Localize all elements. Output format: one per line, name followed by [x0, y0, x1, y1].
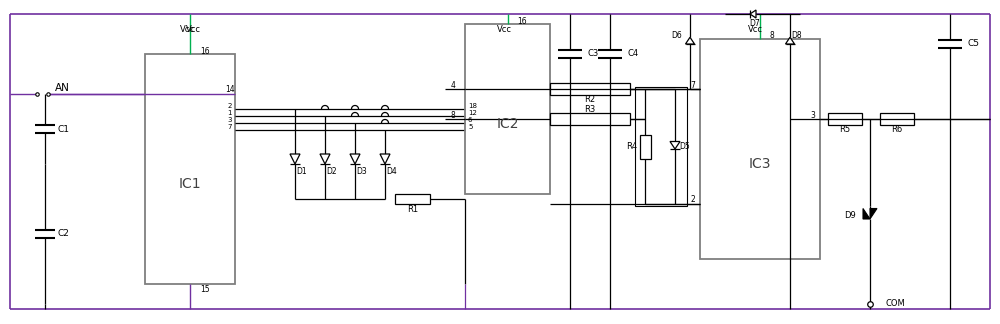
Polygon shape [750, 10, 756, 18]
Polygon shape [670, 142, 680, 149]
Text: D8: D8 [792, 31, 802, 40]
Text: D9: D9 [844, 211, 856, 220]
Text: Vcc: Vcc [497, 25, 512, 33]
Text: 16: 16 [518, 17, 527, 26]
Text: C2: C2 [57, 229, 69, 238]
Text: D7: D7 [750, 19, 760, 29]
Text: C4: C4 [628, 50, 639, 59]
Polygon shape [686, 37, 694, 44]
Text: AN: AN [55, 83, 69, 93]
Text: 7: 7 [228, 124, 232, 130]
Text: IC3: IC3 [749, 157, 771, 171]
Bar [640, 134, 650, 158]
Text: R6: R6 [891, 125, 903, 134]
Text: Vcc: Vcc [180, 25, 194, 33]
Bar [395, 194, 430, 204]
Text: R2: R2 [584, 96, 596, 105]
Text: 3: 3 [228, 117, 232, 123]
Text: 2: 2 [228, 103, 232, 109]
Text: D3: D3 [357, 168, 367, 177]
Text: Vcc: Vcc [186, 25, 200, 33]
Polygon shape [380, 154, 390, 164]
Text: 2: 2 [690, 195, 695, 204]
Text: D5: D5 [680, 142, 690, 151]
Text: R1: R1 [407, 204, 418, 214]
Bar [700, 39, 820, 259]
Text: C3: C3 [588, 50, 599, 59]
Text: 12: 12 [468, 110, 477, 116]
Text: 7: 7 [690, 80, 695, 89]
Bar [550, 84, 630, 95]
Text: IC2: IC2 [496, 117, 519, 131]
Text: 8: 8 [451, 110, 455, 120]
Text: R5: R5 [839, 125, 851, 134]
Text: Vcc: Vcc [748, 25, 763, 33]
Text: R3: R3 [584, 106, 596, 114]
Text: D2: D2 [327, 168, 337, 177]
Text: 1: 1 [228, 110, 232, 116]
Bar [465, 24, 550, 194]
Text: 6: 6 [468, 117, 473, 123]
Text: 18: 18 [468, 103, 477, 109]
Text: IC1: IC1 [179, 177, 201, 191]
Polygon shape [350, 154, 360, 164]
Text: R4: R4 [626, 142, 638, 151]
Bar [550, 113, 630, 124]
Polygon shape [290, 154, 300, 164]
Text: C1: C1 [57, 124, 69, 133]
Bar [880, 113, 914, 124]
Polygon shape [870, 209, 877, 219]
Bar [828, 113, 862, 124]
Text: 14: 14 [225, 85, 235, 94]
Text: 3: 3 [810, 110, 815, 120]
Text: 8: 8 [770, 31, 775, 40]
Text: D6: D6 [672, 31, 682, 40]
Text: 15: 15 [200, 284, 210, 294]
Text: D1: D1 [297, 168, 307, 177]
Text: COM: COM [885, 299, 905, 308]
Text: D4: D4 [387, 168, 397, 177]
Text: C5: C5 [968, 40, 980, 49]
Polygon shape [786, 37, 794, 44]
Text: 5: 5 [468, 124, 472, 130]
Text: 4: 4 [451, 80, 455, 89]
Bar [635, 87, 687, 206]
Polygon shape [863, 209, 870, 219]
Text: 16: 16 [200, 47, 210, 55]
Bar [145, 54, 235, 284]
Polygon shape [320, 154, 330, 164]
